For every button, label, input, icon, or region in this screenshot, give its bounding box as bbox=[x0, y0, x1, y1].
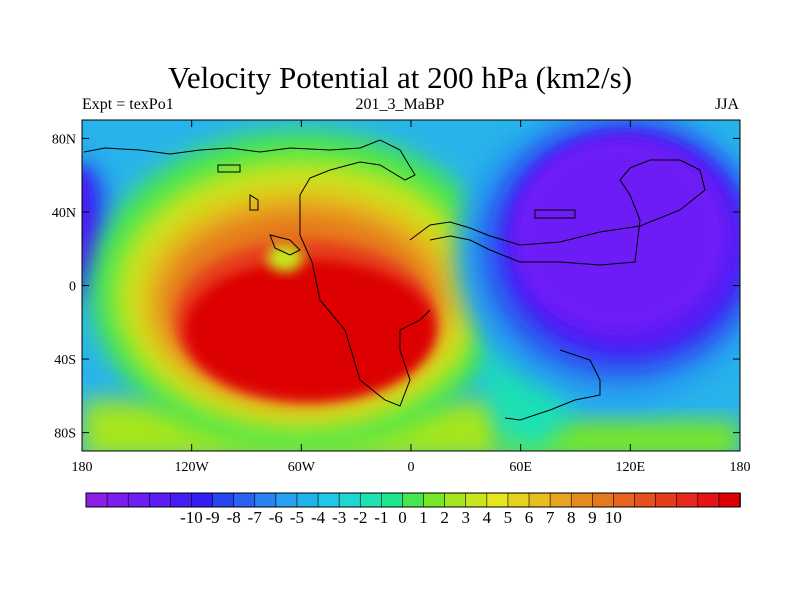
longitude-axis: 180 120W 60W 0 60E 120E 180 bbox=[72, 120, 751, 475]
season-label: JJA bbox=[714, 96, 739, 113]
colorbar-swatch bbox=[507, 492, 530, 508]
colorbar-swatch bbox=[676, 492, 699, 508]
lat-tick-label: 40N bbox=[52, 206, 76, 221]
lat-tick-label: 40S bbox=[54, 353, 76, 368]
colorbar-label: 10 bbox=[604, 508, 622, 527]
colorbar-label: 5 bbox=[503, 508, 513, 527]
lat-tick-label: 0 bbox=[69, 280, 76, 295]
lon-tick-label: 180 bbox=[72, 460, 93, 475]
lon-tick-label: 60E bbox=[509, 460, 532, 475]
colorbar-label: -7 bbox=[247, 508, 262, 527]
colorbar-swatch bbox=[613, 492, 636, 508]
lon-tick-label: 120W bbox=[175, 460, 210, 475]
colorbar-swatch bbox=[423, 492, 446, 508]
colorbar-swatch bbox=[359, 492, 383, 508]
colorbar-swatch bbox=[170, 492, 193, 508]
colorbar-swatch bbox=[296, 492, 319, 508]
colorbar-swatch bbox=[233, 492, 256, 508]
colorbar-swatch bbox=[697, 492, 720, 508]
colorbar-swatch bbox=[148, 492, 172, 508]
colorbar-label: 2 bbox=[440, 508, 449, 527]
colorbar-label: 9 bbox=[588, 508, 597, 527]
colorbar-swatch bbox=[465, 492, 488, 508]
colorbar-label: 7 bbox=[545, 508, 555, 527]
colorbar-label: 0 bbox=[398, 508, 407, 527]
colorbar-swatch bbox=[275, 492, 298, 508]
colorbar-label: -9 bbox=[205, 508, 220, 527]
lon-tick-label: 180 bbox=[730, 460, 751, 475]
colorbar-label: -2 bbox=[353, 508, 368, 527]
plot-title: Velocity Potential at 200 hPa (km2/s) bbox=[167, 60, 633, 95]
case-label: 201_3_MaBP bbox=[355, 96, 445, 113]
colorbar-label: 4 bbox=[482, 508, 492, 527]
colorbar-swatch bbox=[486, 492, 509, 508]
colorbar-label: 6 bbox=[524, 508, 534, 527]
negative-low-core bbox=[515, 140, 725, 330]
colorbar bbox=[85, 492, 741, 508]
colorbar-swatch bbox=[528, 492, 551, 508]
colorbar-swatch bbox=[317, 492, 340, 508]
positive-high-core bbox=[185, 260, 435, 400]
colorbar-label: -4 bbox=[310, 508, 326, 527]
lon-tick-label: 0 bbox=[408, 460, 415, 475]
colorbar-label: -10 bbox=[180, 508, 203, 527]
colorbar-swatch bbox=[381, 492, 404, 508]
colorbar-swatch bbox=[570, 492, 594, 508]
colorbar-swatch bbox=[444, 492, 467, 508]
colorbar-swatch bbox=[254, 492, 277, 508]
lat-tick-label: 80S bbox=[54, 427, 76, 442]
colorbar-label: 3 bbox=[461, 508, 470, 527]
colorbar-swatch bbox=[106, 492, 129, 508]
colorbar-swatch bbox=[212, 492, 235, 508]
colorbar-label: -8 bbox=[226, 508, 241, 527]
colorbar-swatch bbox=[338, 492, 362, 508]
colorbar-frame bbox=[85, 492, 741, 508]
latitude-axis: 80N 40N 0 40S 80S bbox=[52, 132, 740, 442]
lon-tick-label: 120E bbox=[616, 460, 646, 475]
colorbar-swatch bbox=[549, 492, 573, 508]
colorbar-swatch bbox=[634, 492, 657, 508]
colorbar-swatch bbox=[402, 492, 425, 508]
colorbar-label: 1 bbox=[419, 508, 428, 527]
lon-tick-label: 60W bbox=[288, 460, 316, 475]
colorbar-label: -3 bbox=[332, 508, 347, 527]
coastlines bbox=[83, 139, 706, 421]
colorbar-label: -1 bbox=[374, 508, 389, 527]
colorbar-swatch bbox=[655, 492, 678, 508]
colorbar-label: -5 bbox=[289, 508, 305, 527]
colorbar-swatch bbox=[191, 492, 214, 508]
colorbar-swatch bbox=[718, 492, 741, 508]
contour-field bbox=[82, 120, 740, 451]
experiment-label: Expt = texPo1 bbox=[82, 96, 174, 113]
lat-tick-label: 80N bbox=[52, 132, 76, 147]
colorbar-label: 8 bbox=[566, 508, 576, 527]
colorbar-label: -6 bbox=[268, 508, 283, 527]
colorbar-swatch bbox=[592, 492, 615, 508]
colorbar-swatch bbox=[85, 492, 108, 508]
colorbar-swatch bbox=[127, 492, 151, 508]
